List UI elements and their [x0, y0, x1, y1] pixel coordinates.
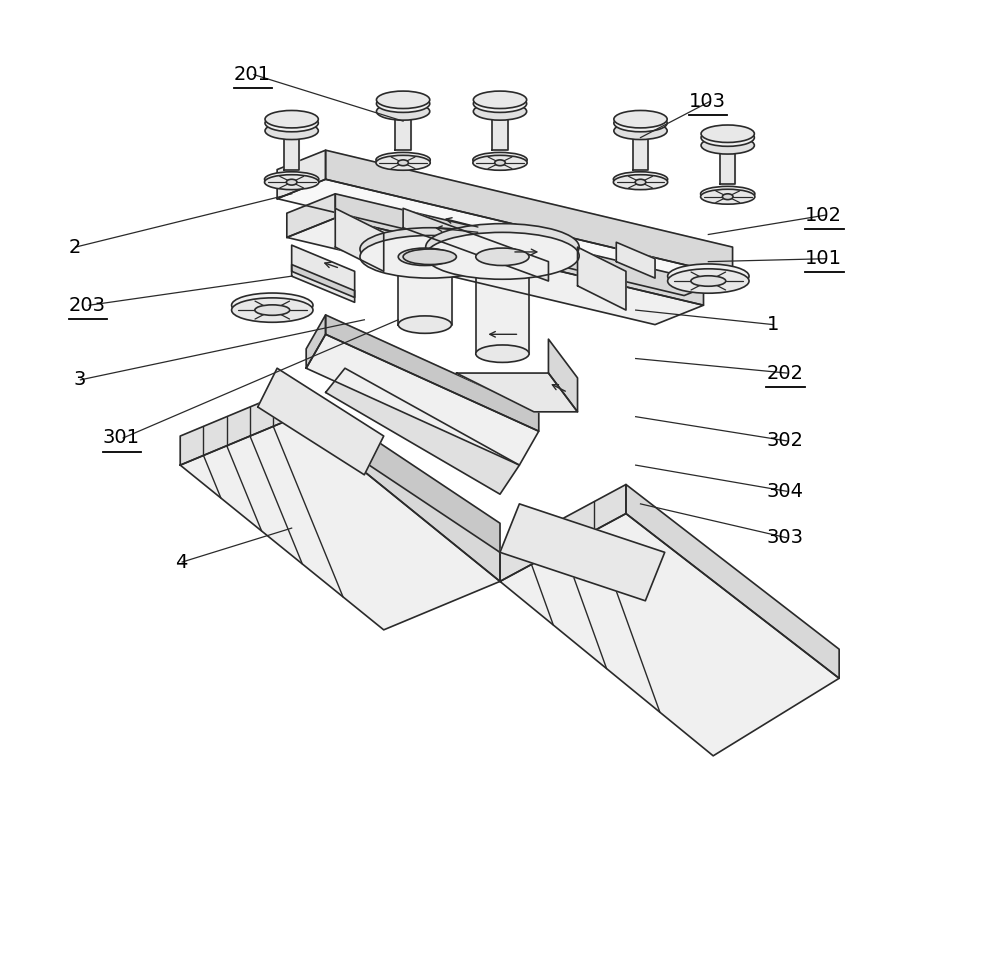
- Ellipse shape: [614, 122, 667, 140]
- Polygon shape: [284, 131, 299, 170]
- Ellipse shape: [635, 179, 646, 185]
- Text: 4: 4: [175, 552, 188, 572]
- Polygon shape: [500, 514, 839, 756]
- Polygon shape: [476, 257, 529, 354]
- Ellipse shape: [376, 155, 430, 171]
- Polygon shape: [398, 257, 452, 325]
- Text: 301: 301: [103, 428, 140, 448]
- Ellipse shape: [426, 224, 579, 270]
- Polygon shape: [335, 194, 703, 305]
- Ellipse shape: [701, 125, 754, 142]
- Polygon shape: [277, 150, 326, 199]
- Ellipse shape: [403, 249, 456, 265]
- Ellipse shape: [473, 103, 527, 120]
- Ellipse shape: [232, 293, 313, 318]
- Polygon shape: [180, 417, 500, 630]
- Ellipse shape: [614, 114, 667, 132]
- Ellipse shape: [286, 179, 297, 185]
- Polygon shape: [306, 334, 539, 465]
- Ellipse shape: [398, 160, 408, 166]
- Polygon shape: [616, 242, 655, 278]
- Text: 1: 1: [766, 315, 779, 334]
- Ellipse shape: [473, 152, 527, 168]
- Text: 101: 101: [805, 249, 842, 268]
- Polygon shape: [287, 218, 703, 325]
- Polygon shape: [326, 315, 539, 431]
- Polygon shape: [492, 111, 508, 150]
- Polygon shape: [403, 208, 548, 281]
- Polygon shape: [626, 484, 839, 678]
- Ellipse shape: [426, 233, 579, 279]
- Polygon shape: [500, 484, 626, 581]
- Ellipse shape: [376, 152, 430, 168]
- Polygon shape: [297, 388, 500, 581]
- Polygon shape: [287, 194, 335, 237]
- Ellipse shape: [376, 103, 430, 120]
- Polygon shape: [548, 339, 578, 412]
- Polygon shape: [297, 388, 500, 552]
- Ellipse shape: [265, 110, 318, 128]
- Ellipse shape: [614, 110, 667, 128]
- Ellipse shape: [668, 268, 749, 294]
- Polygon shape: [292, 265, 355, 297]
- Ellipse shape: [255, 305, 290, 315]
- Text: 203: 203: [69, 296, 106, 315]
- Ellipse shape: [232, 297, 313, 323]
- Ellipse shape: [701, 186, 755, 202]
- Ellipse shape: [668, 264, 749, 289]
- Polygon shape: [326, 150, 733, 276]
- Polygon shape: [720, 145, 735, 184]
- Text: 2: 2: [69, 237, 81, 257]
- Ellipse shape: [722, 194, 733, 200]
- Ellipse shape: [476, 345, 529, 362]
- Polygon shape: [258, 368, 384, 475]
- Ellipse shape: [476, 248, 529, 266]
- Polygon shape: [292, 245, 355, 302]
- Polygon shape: [500, 504, 665, 601]
- Polygon shape: [335, 208, 384, 271]
- Ellipse shape: [691, 276, 726, 286]
- Text: 302: 302: [766, 431, 803, 451]
- Text: 202: 202: [766, 363, 803, 383]
- Text: 303: 303: [766, 528, 803, 547]
- Ellipse shape: [360, 235, 500, 278]
- Ellipse shape: [265, 114, 318, 132]
- Ellipse shape: [613, 172, 668, 187]
- Polygon shape: [578, 247, 626, 310]
- Text: 201: 201: [234, 65, 271, 84]
- Ellipse shape: [473, 155, 527, 171]
- Ellipse shape: [265, 172, 319, 187]
- Text: 304: 304: [766, 482, 803, 501]
- Polygon shape: [456, 373, 578, 412]
- Text: 3: 3: [74, 370, 86, 390]
- Ellipse shape: [701, 129, 754, 146]
- Text: 103: 103: [689, 92, 726, 111]
- Ellipse shape: [473, 91, 527, 109]
- Ellipse shape: [360, 228, 500, 270]
- Ellipse shape: [265, 122, 318, 140]
- Ellipse shape: [473, 95, 527, 112]
- Ellipse shape: [376, 91, 430, 109]
- Text: 102: 102: [805, 205, 842, 225]
- Polygon shape: [306, 315, 326, 368]
- Polygon shape: [277, 179, 733, 296]
- Ellipse shape: [398, 248, 452, 266]
- Polygon shape: [326, 368, 519, 494]
- Polygon shape: [180, 388, 297, 465]
- Ellipse shape: [398, 316, 452, 333]
- Ellipse shape: [613, 174, 668, 190]
- Ellipse shape: [701, 137, 754, 154]
- Ellipse shape: [376, 95, 430, 112]
- Ellipse shape: [495, 160, 505, 166]
- Polygon shape: [633, 131, 648, 170]
- Ellipse shape: [265, 174, 319, 190]
- Polygon shape: [395, 111, 411, 150]
- Ellipse shape: [701, 189, 755, 204]
